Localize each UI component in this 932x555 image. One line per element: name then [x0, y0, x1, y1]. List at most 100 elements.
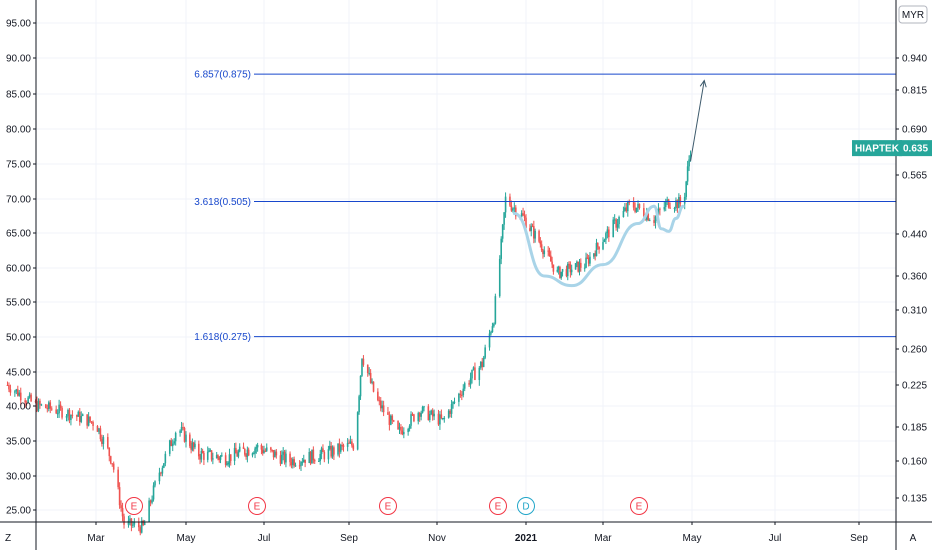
dividend-event-marker[interactable] [517, 497, 535, 515]
candle-body [163, 463, 165, 468]
candle-body [401, 430, 404, 435]
candle-body [482, 357, 485, 367]
candle-body [217, 455, 219, 458]
candle-body [598, 246, 600, 250]
candle-body [653, 220, 655, 223]
auto-scale-toggle[interactable]: A [910, 533, 917, 544]
candle-body [203, 453, 205, 460]
candle-body [500, 238, 502, 259]
candle-body [290, 462, 293, 466]
candle-body [606, 229, 609, 234]
candle-body [200, 450, 203, 460]
left-axis-label: 40.00 [6, 402, 31, 413]
candle-body [667, 199, 670, 208]
candle-body [458, 393, 460, 402]
candle-body [479, 361, 482, 368]
time-axis-label: Nov [428, 533, 446, 544]
candle-body [133, 522, 136, 525]
candle-body [417, 413, 420, 422]
candle-body [471, 369, 473, 379]
candle-body [25, 402, 28, 404]
candle-body [36, 401, 38, 411]
candle-body [247, 449, 250, 456]
candle-body [596, 243, 599, 247]
earnings-event-letter: E [385, 502, 392, 513]
candle-body [361, 358, 363, 376]
left-axis-label: 55.00 [6, 298, 31, 309]
currency-badge[interactable] [898, 5, 928, 24]
earnings-event-marker[interactable] [379, 497, 397, 515]
candle-body [77, 411, 80, 417]
candle-body [654, 216, 657, 223]
candle-body [522, 213, 524, 216]
candle-body [577, 261, 580, 272]
candle-body [246, 449, 249, 457]
candle-body [8, 385, 10, 390]
candle-body [666, 199, 668, 203]
candle-body [99, 428, 102, 440]
candle-body [618, 216, 620, 225]
candle-body [322, 448, 324, 453]
candle-body [320, 448, 323, 455]
candle-body [549, 255, 552, 262]
candle-body [28, 394, 31, 398]
candle-body [263, 450, 265, 454]
earnings-event-letter: E [254, 502, 261, 513]
candle-body [228, 454, 231, 463]
candle-body [437, 413, 440, 425]
candle-body [675, 200, 677, 209]
earnings-event-marker[interactable] [125, 497, 143, 515]
candle-body [392, 420, 395, 422]
right-axis-label: 0.940 [902, 54, 927, 65]
candle-body [450, 404, 453, 414]
earnings-event-marker[interactable] [630, 497, 648, 515]
candle-body [410, 414, 412, 426]
candle-body [514, 207, 517, 217]
candle-body [237, 451, 240, 457]
candle-body [190, 446, 192, 450]
cup-and-handle-curve [652, 204, 685, 233]
candle-body [45, 404, 47, 409]
candle-body [540, 244, 543, 251]
candle-body [80, 415, 83, 422]
candle-body [78, 411, 81, 422]
left-axis-label: 25.00 [6, 506, 31, 517]
candle-body [622, 210, 625, 217]
earnings-event-marker[interactable] [489, 497, 507, 515]
candle-body [30, 394, 32, 402]
candle-body [235, 447, 237, 454]
candle-body [17, 389, 19, 396]
candle-body [185, 434, 187, 442]
candle-body [323, 452, 326, 460]
candle-body [439, 414, 441, 425]
earnings-event-letter: E [636, 502, 643, 513]
candle-body [403, 432, 405, 435]
candle-body [9, 389, 12, 393]
candle-body [152, 485, 155, 500]
candle-body [87, 416, 90, 426]
candle-body [689, 154, 692, 160]
candle-body [76, 415, 78, 417]
left-axis-label: 80.00 [6, 125, 31, 136]
candle-body [137, 522, 140, 528]
earnings-event-marker[interactable] [248, 497, 266, 515]
candle-body [530, 226, 533, 231]
candle-body [120, 505, 122, 509]
candle-body [171, 443, 174, 447]
candle-body [484, 347, 486, 358]
candle-body [107, 437, 109, 448]
left-corner-label[interactable]: Z [5, 533, 11, 544]
candle-body [635, 207, 638, 212]
candle-body [478, 367, 481, 380]
candle-body [647, 213, 650, 221]
candle-body [663, 207, 666, 210]
candle-body [525, 217, 527, 229]
candle-body [118, 487, 121, 506]
candle-body [574, 263, 577, 270]
candle-body [341, 445, 343, 447]
left-axis-label: 50.00 [6, 333, 31, 344]
candle-body [543, 250, 546, 255]
candle-body [664, 202, 667, 208]
candle-body [221, 455, 223, 457]
candle-body [583, 267, 586, 269]
